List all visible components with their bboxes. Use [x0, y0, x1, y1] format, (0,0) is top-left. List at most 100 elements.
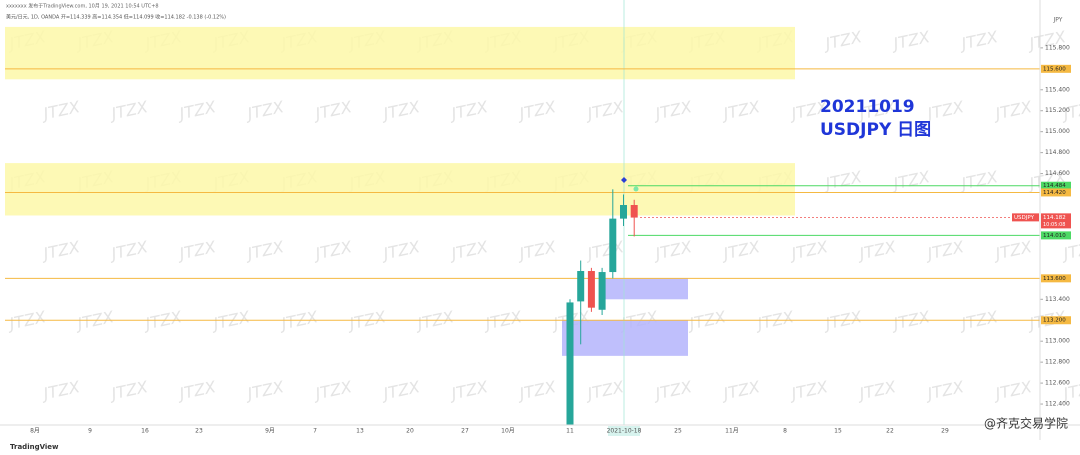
watermark: JTZX [379, 237, 423, 264]
level-label: 113.600 [1043, 276, 1066, 282]
watermark: JTZX [175, 97, 219, 124]
watermark: JTZX [889, 27, 933, 54]
watermark: JTZX [39, 97, 83, 124]
watermark: JTZX [379, 97, 423, 124]
brand: TradingView [10, 443, 59, 451]
watermark: JTZX [889, 167, 933, 194]
watermark: JTZX [719, 237, 763, 264]
watermark: JTZX [787, 377, 831, 404]
last-tag [1041, 213, 1071, 229]
y-tick-label: 114.600 [1045, 170, 1070, 177]
level-label: 114.010 [1043, 233, 1066, 239]
watermark: JTZX [651, 237, 695, 264]
plot: JTZX JTZX JTZX JTZX JTZX JTZX JTZX JTZX JTZX JTZX… [5, 0, 1080, 436]
x-tick-label: 11 [566, 428, 574, 435]
watermark: JTZX [719, 97, 763, 124]
watermark: JTZX [311, 97, 355, 124]
annotation-label: USDJPY 日图 [820, 120, 931, 140]
watermark: JTZX [583, 237, 627, 264]
credit: @齐克交易学院 [984, 416, 1068, 431]
x-tick-label: 8 [783, 428, 787, 435]
candle-body [630, 205, 638, 218]
level-tag [1041, 274, 1071, 283]
x-tick-label: 15 [834, 428, 842, 435]
y-tick-label: 112.800 [1045, 359, 1070, 366]
watermark: JTZX [447, 97, 491, 124]
zone [562, 320, 688, 356]
candle-body [598, 272, 606, 310]
x-tick-label: 29 [941, 428, 949, 435]
watermark: JTZX [923, 237, 967, 264]
watermark: JTZX [957, 167, 1001, 194]
y-tick-label: 115.400 [1045, 86, 1070, 93]
x-tick-label: 13 [356, 428, 364, 435]
watermark: JTZX [447, 237, 491, 264]
watermark: JTZX [107, 237, 151, 264]
x-tick-label: 8月 [30, 428, 40, 435]
watermark: JTZX [821, 27, 865, 54]
y-tick-label: 112.600 [1045, 380, 1070, 387]
watermark: JTZX [651, 97, 695, 124]
zone [5, 26, 795, 80]
level-label: 114.420 [1043, 190, 1066, 196]
x-highlight [608, 426, 640, 436]
watermark: JTZX [379, 377, 423, 404]
candle-body [620, 205, 627, 219]
legend: 美元/日元, 1D, OANDA 开=114.339 高=114.354 低=1… [6, 14, 226, 21]
candle-body [609, 218, 617, 273]
watermark: JTZX [243, 97, 287, 124]
x-tick-label: 11月 [725, 428, 739, 435]
y-tick-label: 113.000 [1045, 338, 1070, 345]
watermark: JTZX [311, 237, 355, 264]
level-label: 114.484 [1043, 183, 1066, 189]
publisher: xxxxxxx 发布于TradingView.com, 10月 19, 2021… [6, 3, 159, 10]
last-symbol: USDJPY [1014, 215, 1035, 221]
watermark: JTZX [311, 377, 355, 404]
watermark: JTZX [175, 377, 219, 404]
watermark: JTZX [991, 237, 1035, 264]
level-tag [1041, 188, 1071, 197]
candle-body [587, 271, 595, 308]
y-tick-label: 114.800 [1045, 149, 1070, 156]
x-tick-label: 9 [88, 428, 92, 435]
countdown: 10:05:08 [1043, 222, 1065, 228]
watermark: JTZX [991, 97, 1035, 124]
watermark: JTZX [243, 377, 287, 404]
watermark: JTZX [1059, 377, 1080, 404]
watermark: JTZX [855, 237, 899, 264]
y-tick-label: 115.200 [1045, 107, 1070, 114]
last-label: 114.182 [1043, 215, 1066, 221]
watermark: JTZX [515, 237, 559, 264]
watermark: JTZX [1059, 237, 1080, 264]
last-symbol-tag [1012, 213, 1039, 222]
watermark: JTZX [107, 97, 151, 124]
candle-body [577, 271, 585, 302]
level-tag [1041, 231, 1071, 240]
marker [633, 186, 639, 192]
annotation-date: 20211019 [820, 97, 915, 117]
currency: JPY [1053, 17, 1063, 24]
watermark: JTZX [447, 377, 491, 404]
x-tick-label: 22 [886, 428, 894, 435]
x-tick-label: 25 [674, 428, 682, 435]
x-tick-label: 20 [406, 428, 414, 435]
watermark: JTZX [583, 97, 627, 124]
watermark: JTZX [651, 377, 695, 404]
watermark: JTZX [39, 377, 83, 404]
watermark: JTZX [39, 237, 83, 264]
watermark: JTZX [957, 27, 1001, 54]
watermark: JTZX [515, 377, 559, 404]
y-tick-label: 113.400 [1045, 296, 1070, 303]
watermark: JTZX [583, 377, 627, 404]
y-tick-label: 115.000 [1045, 128, 1070, 135]
x-tick-label: 7 [313, 428, 317, 435]
candle-body [566, 302, 574, 425]
watermark: JTZX [855, 377, 899, 404]
watermark: JTZX [991, 377, 1035, 404]
watermark: JTZX [107, 377, 151, 404]
zone [600, 278, 688, 300]
level-tag [1041, 181, 1071, 190]
x-tick-label: 9月 [265, 428, 275, 435]
